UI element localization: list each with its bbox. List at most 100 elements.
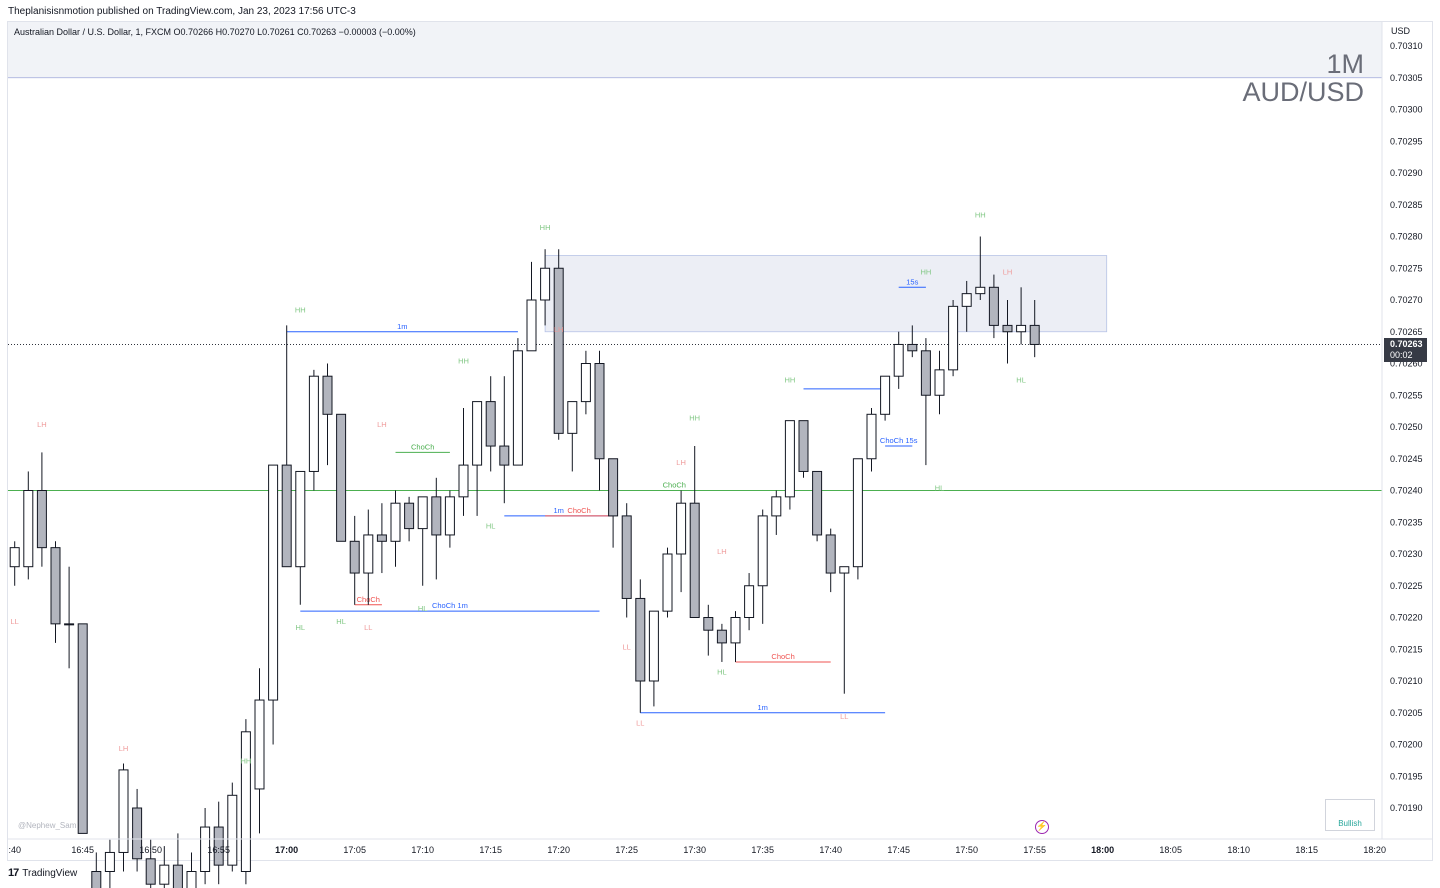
candle-body bbox=[376, 534, 387, 542]
candle-body bbox=[9, 547, 20, 568]
price-tick-label: 0.70190 bbox=[1390, 803, 1423, 813]
structure-label: ChoCh bbox=[411, 442, 434, 451]
candle-body bbox=[159, 864, 170, 885]
price-tick-label: 0.70240 bbox=[1390, 486, 1423, 496]
swing-label: LL bbox=[623, 642, 631, 651]
time-tick-label: 17:55 bbox=[1023, 845, 1046, 855]
price-tick-label: 0.70300 bbox=[1390, 105, 1423, 115]
time-tick-label: 17:30 bbox=[683, 845, 706, 855]
time-tick-label: 16:55 bbox=[207, 845, 230, 855]
tradingview-logo-icon[interactable]: 17 bbox=[8, 867, 19, 879]
chart-pane[interactable] bbox=[7, 21, 1433, 861]
swing-label: HH bbox=[540, 223, 551, 232]
footer: 17 TradingView bbox=[8, 867, 77, 879]
candle-body bbox=[64, 623, 75, 626]
time-tick-label: 18:10 bbox=[1227, 845, 1250, 855]
candle-body bbox=[825, 534, 836, 574]
price-tick-label: 0.70310 bbox=[1390, 41, 1423, 51]
candle-body bbox=[1002, 324, 1013, 333]
candle-body bbox=[866, 413, 877, 460]
candle-body bbox=[390, 502, 401, 542]
candle-body bbox=[118, 769, 129, 853]
price-tick-label: 0.70255 bbox=[1390, 390, 1423, 400]
symbol-legend[interactable]: Australian Dollar / U.S. Dollar, 1, FXCM… bbox=[14, 27, 416, 37]
price-tick-label: 0.70215 bbox=[1390, 644, 1423, 654]
time-tick-label: 18:00 bbox=[1091, 845, 1114, 855]
candle-body bbox=[621, 515, 632, 599]
candle-body bbox=[499, 445, 510, 466]
candle-body bbox=[934, 369, 945, 396]
structure-label: 1m bbox=[397, 322, 407, 331]
time-tick-label: 17:35 bbox=[751, 845, 774, 855]
price-axis: 0.70310 0.70305 0.70300 0.70295 0.70290 0.702… bbox=[1381, 22, 1423, 839]
swing-label: LL bbox=[636, 718, 644, 727]
candle-body bbox=[268, 464, 279, 701]
bias-widget: Bullish bbox=[1325, 799, 1375, 831]
candle-body bbox=[240, 731, 251, 872]
candle-body bbox=[77, 623, 88, 834]
candle-body bbox=[948, 305, 959, 371]
lightning-icon[interactable]: ⚡ bbox=[1035, 820, 1049, 834]
time-tick-label: 17:15 bbox=[479, 845, 502, 855]
time-tick-label: 17:20 bbox=[547, 845, 570, 855]
price-tick-label: 0.70195 bbox=[1390, 771, 1423, 781]
candle-body bbox=[893, 343, 904, 377]
zone-box bbox=[544, 255, 1108, 333]
author-watermark: @Nephew_Sam bbox=[18, 821, 77, 830]
candle-body bbox=[295, 470, 306, 568]
swing-label: LL bbox=[364, 623, 372, 632]
time-tick-label: 17:25 bbox=[615, 845, 638, 855]
candle-body bbox=[907, 343, 918, 352]
time-tick-label: 16:45 bbox=[71, 845, 94, 855]
swing-label: HL bbox=[717, 668, 727, 677]
candle-body bbox=[744, 585, 755, 618]
swing-label: HL bbox=[336, 617, 346, 626]
candle-body bbox=[145, 858, 156, 885]
price-tick-label: 0.70265 bbox=[1390, 327, 1423, 337]
candle-body bbox=[485, 401, 496, 447]
price-tick-label: 0.70245 bbox=[1390, 454, 1423, 464]
candle-body bbox=[540, 267, 551, 301]
price-tick-label: 0.70200 bbox=[1390, 740, 1423, 750]
time-tick-label: 18:05 bbox=[1159, 845, 1182, 855]
swing-labels-layer: LL LH LH HH HH HL HL LL LH HL HH HL HH LH LL LL LH HH LH HL… bbox=[11, 210, 1026, 765]
candle-body bbox=[200, 826, 211, 872]
time-tick-label: 17:40 bbox=[819, 845, 842, 855]
swing-label: HH bbox=[295, 306, 306, 315]
candle-body bbox=[676, 502, 687, 555]
structure-label: 1m bbox=[757, 703, 767, 712]
swing-label: HL bbox=[418, 604, 428, 613]
price-tick-label: 0.70260 bbox=[1390, 359, 1423, 369]
price-tick-label: 0.70280 bbox=[1390, 232, 1423, 242]
candles-layer bbox=[9, 236, 1040, 888]
structure-label: 1m bbox=[553, 506, 563, 515]
time-tick-label: 17:10 bbox=[411, 845, 434, 855]
swing-label: LH bbox=[119, 744, 129, 753]
bar-countdown: 00:02 bbox=[1390, 350, 1413, 360]
candle-body bbox=[172, 864, 183, 888]
candle-body bbox=[703, 617, 714, 631]
structure-label: 15s bbox=[906, 277, 918, 286]
candle-body bbox=[757, 515, 768, 587]
candle-body bbox=[662, 553, 673, 612]
time-tick-label: 16:50 bbox=[139, 845, 162, 855]
swing-label: LH bbox=[37, 420, 47, 429]
time-tick-label: 17:50 bbox=[955, 845, 978, 855]
candle-body bbox=[132, 807, 143, 860]
candle-body bbox=[812, 470, 823, 536]
candle-body bbox=[1016, 324, 1027, 333]
swing-label: HL bbox=[1016, 376, 1026, 385]
price-tick-label: 0.70225 bbox=[1390, 581, 1423, 591]
candle-body bbox=[880, 375, 891, 415]
price-tick-label: 0.70205 bbox=[1390, 708, 1423, 718]
swing-label: LH bbox=[377, 420, 387, 429]
structure-label: ChoCh 1m bbox=[432, 601, 468, 610]
swing-label: LH bbox=[676, 458, 686, 467]
watermark-symbol: AUD/USD bbox=[1242, 77, 1364, 107]
zone-box bbox=[8, 22, 1382, 78]
publisher-caption: Theplanisisnmotion published on TradingV… bbox=[8, 6, 356, 17]
candle-body bbox=[716, 629, 727, 644]
candle-body bbox=[404, 502, 415, 530]
